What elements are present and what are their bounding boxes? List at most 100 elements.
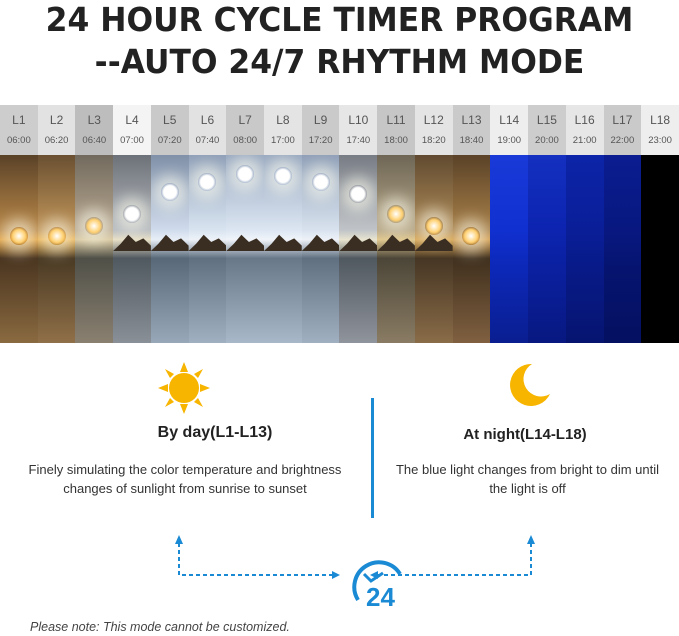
light-cycle-strip: L1 06:00 L2 06:20 L3 06:40 L4 07:00 L5 07:20 L6 07:… [0, 105, 679, 343]
step-header: L1 06:00 [0, 105, 38, 155]
step-l5: L5 07:20 [150, 105, 189, 343]
mountain [377, 234, 415, 251]
step-l1: L1 06:00 [0, 105, 38, 343]
sun-glow [236, 165, 255, 183]
step-label: L5 [163, 113, 177, 127]
step-l3: L3 06:40 [75, 105, 114, 343]
note: Please note: This mode cannot be customi… [30, 620, 290, 634]
step-photo [264, 155, 302, 343]
step-time: 06:20 [44, 135, 69, 146]
sun-glow [160, 183, 179, 201]
step-photo [75, 155, 114, 343]
step-photo [339, 155, 378, 343]
step-time: 21:00 [572, 135, 597, 146]
step-l13: L13 18:40 [452, 105, 491, 343]
step-time: 07:00 [120, 135, 144, 146]
step-header: L17 22:00 [603, 105, 642, 155]
divider [371, 398, 374, 518]
step-label: L8 [276, 113, 290, 127]
step-time: 18:20 [421, 135, 446, 146]
step-label: L6 [200, 113, 215, 127]
clock-24-icon: 24 [352, 560, 402, 608]
step-label: L3 [87, 113, 101, 127]
sun-glow [424, 217, 443, 235]
step-header: L9 17:20 [301, 105, 340, 155]
step-header: L3 06:40 [75, 105, 114, 155]
step-time: 18:00 [384, 135, 408, 146]
mountain [264, 234, 302, 251]
step-l17: L17 22:00 [603, 105, 642, 343]
sun-glow [387, 205, 406, 223]
cycle-arrows [175, 535, 535, 579]
sun-glow [273, 167, 292, 185]
step-header: L2 06:20 [37, 105, 76, 155]
sun-glow [9, 227, 28, 245]
step-photo [565, 155, 604, 343]
step-photo [150, 155, 189, 343]
day-heading: By day(L1-L13) [157, 424, 273, 441]
step-header: L8 17:00 [264, 105, 302, 155]
step-time: 17:20 [308, 135, 333, 146]
mountain [226, 234, 265, 251]
moon-icon [510, 363, 550, 406]
step-label: L2 [49, 113, 64, 127]
step-time: 19:00 [497, 135, 522, 146]
step-time: 06:00 [6, 135, 31, 146]
title-line-1: 24 HOUR CYCLE TIMER PROGRAM [45, 0, 634, 39]
step-l4: L4 07:00 [113, 105, 151, 343]
step-label: L9 [313, 113, 328, 127]
step-header: L6 07:40 [188, 105, 227, 155]
mountain [339, 234, 378, 251]
step-l6: L6 07:40 [188, 105, 227, 343]
step-photo [0, 155, 38, 343]
step-l16: L16 21:00 [565, 105, 604, 343]
arrow-right-icon [332, 571, 340, 579]
step-photo [414, 155, 453, 343]
step-label: L7 [238, 113, 252, 127]
step-label: L16 [574, 113, 595, 127]
step-l9: L9 17:20 [301, 105, 340, 343]
step-l14: L14 19:00 [490, 105, 529, 343]
step-label: L18 [650, 113, 671, 127]
step-header: L18 23:00 [641, 105, 679, 155]
step-label: L13 [461, 113, 482, 127]
step-header: L11 18:00 [377, 105, 415, 155]
step-l18: L18 23:00 [641, 105, 679, 343]
step-photo [603, 155, 642, 343]
step-l12: L12 18:20 [414, 105, 453, 343]
step-time: 17:40 [346, 135, 371, 146]
step-time: 20:00 [535, 135, 559, 146]
step-photo [528, 155, 566, 343]
step-photo [452, 155, 491, 343]
title-line-2: --AUTO 24/7 RHYTHM MODE [94, 42, 585, 81]
night-description: The blue light changes from bright to di… [395, 462, 660, 496]
step-l10: L10 17:40 [339, 105, 378, 343]
step-photo [226, 155, 265, 343]
step-header: L5 07:20 [150, 105, 189, 155]
step-label: L12 [423, 113, 444, 127]
svg-text:24: 24 [366, 582, 395, 608]
mountain [113, 234, 151, 251]
step-l8: L8 17:00 [264, 105, 302, 343]
mountain [188, 234, 227, 251]
day-description: Finely simulating the color temperature … [28, 462, 342, 496]
night-heading: At night(L14-L18) [463, 426, 587, 443]
step-label: L1 [12, 113, 26, 127]
sun-glow [123, 205, 142, 223]
sun-glow [85, 217, 104, 235]
step-label: L10 [348, 113, 369, 127]
step-time: 07:40 [195, 135, 220, 146]
sun-glow [47, 227, 66, 245]
mountain [150, 234, 189, 251]
mountain [414, 234, 453, 251]
sun-glow [311, 173, 330, 191]
step-time: 07:20 [157, 135, 182, 146]
step-time: 08:00 [233, 135, 258, 146]
step-header: L13 18:40 [452, 105, 491, 155]
step-header: L12 18:20 [414, 105, 453, 155]
sun-glow [198, 173, 217, 191]
step-time: 17:00 [271, 135, 295, 146]
step-header: L10 17:40 [339, 105, 378, 155]
step-l15: L15 20:00 [528, 105, 566, 343]
